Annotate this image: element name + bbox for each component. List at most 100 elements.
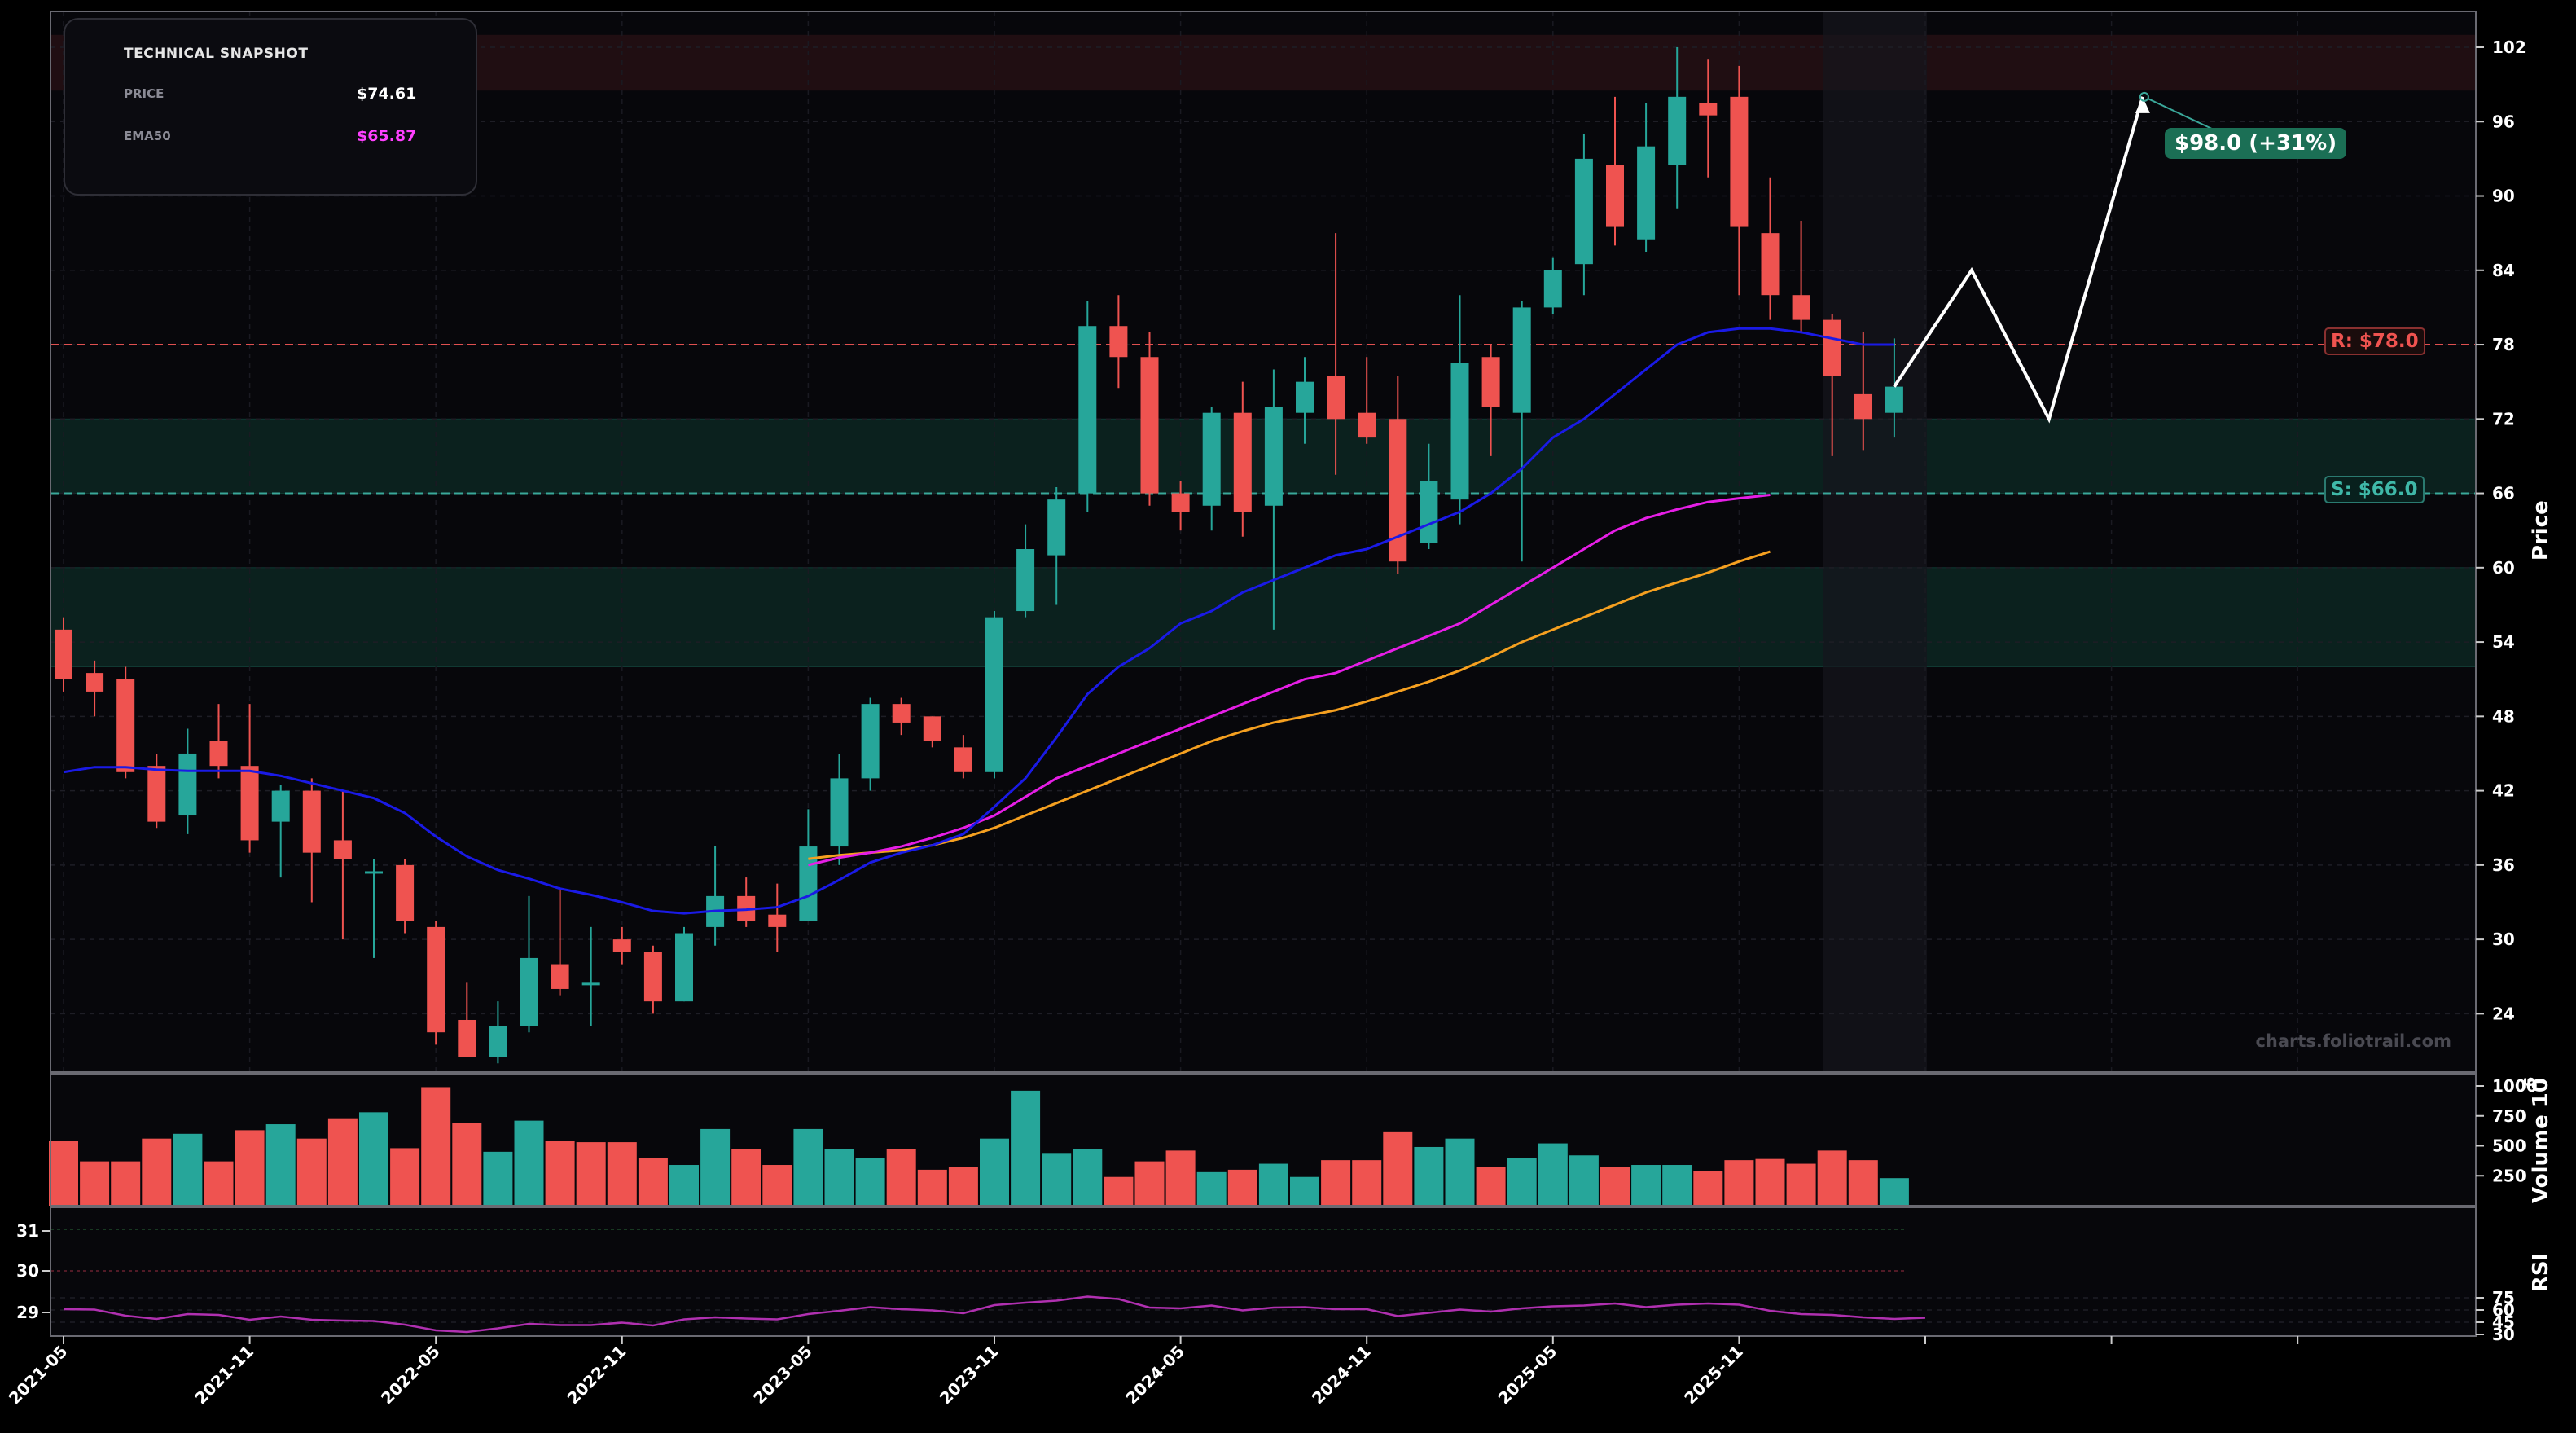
- candle-body: [1730, 96, 1749, 227]
- x-tick-label: 2025-11: [1680, 1342, 1747, 1409]
- candle-body: [1358, 412, 1376, 438]
- candle-body: [1637, 146, 1656, 240]
- volume-bar: [1662, 1165, 1692, 1206]
- volume-bar: [421, 1087, 451, 1206]
- projection-arrowhead: [2135, 96, 2150, 113]
- candle-body: [1543, 270, 1562, 308]
- candle-body: [1140, 357, 1159, 494]
- candle-body: [147, 766, 166, 822]
- volume-tick-label: 1000: [2492, 1076, 2538, 1096]
- price-tick-label: 54: [2492, 632, 2515, 652]
- volume-bar: [1569, 1155, 1599, 1206]
- ema50-line: [808, 494, 1771, 867]
- candle-body: [892, 704, 911, 723]
- candle-body: [675, 933, 693, 1002]
- x-tick-label: 2021-05: [5, 1342, 72, 1409]
- candle-body: [1327, 376, 1345, 420]
- volume-bar: [1786, 1163, 1816, 1206]
- volume-bar: [265, 1124, 296, 1206]
- candle-body: [302, 790, 321, 853]
- volume-bar: [1165, 1150, 1196, 1206]
- candle-body: [612, 939, 631, 952]
- ema50-value: $65.87: [357, 127, 417, 145]
- rsi-tick-label: 30: [2492, 1325, 2515, 1344]
- volume-bar: [638, 1158, 668, 1206]
- candle-body: [1171, 493, 1190, 512]
- volume-bar: [49, 1141, 78, 1206]
- price-tick-label: 96: [2492, 112, 2515, 131]
- volume-tick-label: 500: [2492, 1136, 2526, 1156]
- price-tick-label: 90: [2492, 187, 2515, 206]
- rsi-left-tick-label: 31: [16, 1221, 39, 1241]
- volume-bar: [296, 1138, 327, 1206]
- ema20-line: [63, 327, 1894, 915]
- price-tick-label: 48: [2492, 706, 2515, 726]
- rsi-panel-bg: [50, 1207, 2476, 1336]
- volume-bar: [1042, 1153, 1072, 1206]
- candle-body: [1450, 363, 1469, 500]
- volume-bar: [669, 1165, 699, 1206]
- price-tick-label: 66: [2492, 484, 2515, 503]
- volume-bar: [1383, 1131, 1413, 1206]
- target-connector: [2147, 97, 2216, 131]
- volume-bar: [452, 1123, 482, 1206]
- candle-body: [178, 753, 197, 816]
- candle-body: [240, 766, 259, 841]
- price-tick-label: 36: [2492, 855, 2515, 875]
- volume-bar: [762, 1165, 792, 1206]
- candle-body: [861, 704, 880, 779]
- volume-bar: [1724, 1160, 1754, 1206]
- target-marker: [2139, 91, 2149, 102]
- candle-body: [1606, 165, 1624, 227]
- volume-bar: [390, 1148, 420, 1206]
- volume-bar: [1600, 1167, 1630, 1206]
- volume-bar: [142, 1138, 172, 1206]
- price-tick-label: 78: [2492, 335, 2515, 354]
- volume-bar: [1104, 1176, 1134, 1206]
- volume-tick-label: 750: [2492, 1106, 2526, 1126]
- volume-bar: [1352, 1160, 1382, 1206]
- volume-panel-border: [50, 1073, 2477, 1207]
- volume-bar: [1011, 1090, 1041, 1206]
- candle-body: [643, 952, 662, 1002]
- volume-bar: [204, 1161, 234, 1206]
- rsi-axis-label: RSI: [2529, 1253, 2553, 1292]
- x-tick-label: 2024-11: [1308, 1342, 1375, 1409]
- candle-body: [489, 1026, 507, 1057]
- candle-body: [427, 926, 445, 1033]
- candle-body: [333, 840, 352, 859]
- volume-bar: [731, 1149, 761, 1206]
- volume-bar: [514, 1120, 544, 1206]
- price-tick-label: 30: [2492, 930, 2515, 949]
- volume-bar: [1321, 1160, 1351, 1206]
- volume-bar: [483, 1151, 513, 1206]
- rsi-tick-label: 60: [2492, 1300, 2515, 1320]
- volume-bar: [1290, 1176, 1319, 1206]
- candle-body: [1016, 549, 1035, 612]
- price-axis-label: Price: [2529, 500, 2553, 560]
- candle-body: [1512, 307, 1531, 413]
- ema100-line: [808, 550, 1771, 860]
- candle-body: [209, 741, 228, 767]
- volume-bar: [235, 1130, 265, 1206]
- candle-body: [1233, 412, 1252, 512]
- volume-bar: [359, 1112, 388, 1206]
- candle-body: [1574, 158, 1593, 265]
- x-tick-label: 2024-05: [1121, 1342, 1188, 1409]
- volume-bar: [80, 1161, 110, 1206]
- candle-body: [1202, 412, 1221, 506]
- candle-body: [1109, 326, 1128, 358]
- candle-body: [737, 895, 756, 921]
- price-panel-border: [50, 11, 2477, 1073]
- x-tick-label: 2025-05: [1494, 1342, 1560, 1409]
- x-tick-label: 2022-11: [563, 1342, 630, 1409]
- projection-path: [1893, 96, 2144, 424]
- candle-body: [1078, 326, 1097, 494]
- volume-bar: [1227, 1169, 1257, 1206]
- candle-body: [1047, 499, 1066, 556]
- volume-axis-exponent: 6: [2521, 1077, 2539, 1088]
- candle-body: [86, 673, 104, 692]
- candle-body: [985, 617, 1003, 772]
- volume-bar: [700, 1128, 731, 1206]
